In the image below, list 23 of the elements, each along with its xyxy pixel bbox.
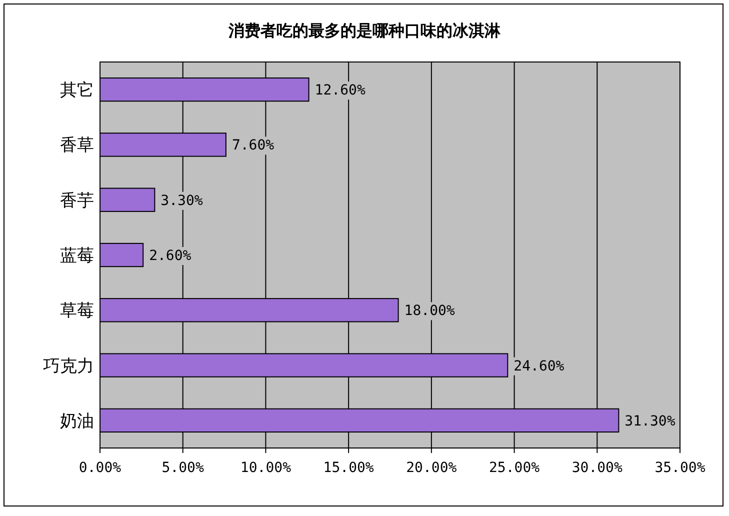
x-tick-label: 30.00% bbox=[572, 460, 623, 476]
y-tick-label: 蓝莓 bbox=[60, 246, 94, 266]
x-tick-label: 15.00% bbox=[323, 460, 374, 476]
data-label: 2.60% bbox=[149, 248, 192, 264]
x-tick-label: 25.00% bbox=[488, 460, 540, 476]
x-tick-label: 35.00% bbox=[654, 460, 706, 476]
data-label: 31.30% bbox=[624, 413, 676, 430]
y-tick-label: 香草 bbox=[60, 136, 94, 156]
data-label: 12.60% bbox=[314, 82, 366, 99]
y-tick-label: 巧克力 bbox=[43, 356, 94, 376]
x-tick-label: 5.00% bbox=[162, 460, 204, 476]
x-tick-label: 0.00% bbox=[78, 460, 122, 476]
x-tick-label: 20.00% bbox=[406, 460, 458, 476]
data-label: 7.60% bbox=[232, 138, 275, 154]
data-label: 18.00% bbox=[404, 303, 456, 320]
y-tick-label: 其它 bbox=[60, 80, 94, 101]
data-label: 24.60% bbox=[514, 358, 565, 374]
y-tick-label: 草莓 bbox=[60, 301, 94, 322]
y-tick-label: 香芋 bbox=[60, 190, 94, 211]
y-tick-label: 奶油 bbox=[60, 411, 94, 432]
x-tick-label: 10.00% bbox=[240, 460, 292, 476]
chart-title: 消费者吃的最多的是哪种口味的冰淇淋 bbox=[228, 21, 502, 40]
data-label: 3.30% bbox=[160, 192, 204, 209]
